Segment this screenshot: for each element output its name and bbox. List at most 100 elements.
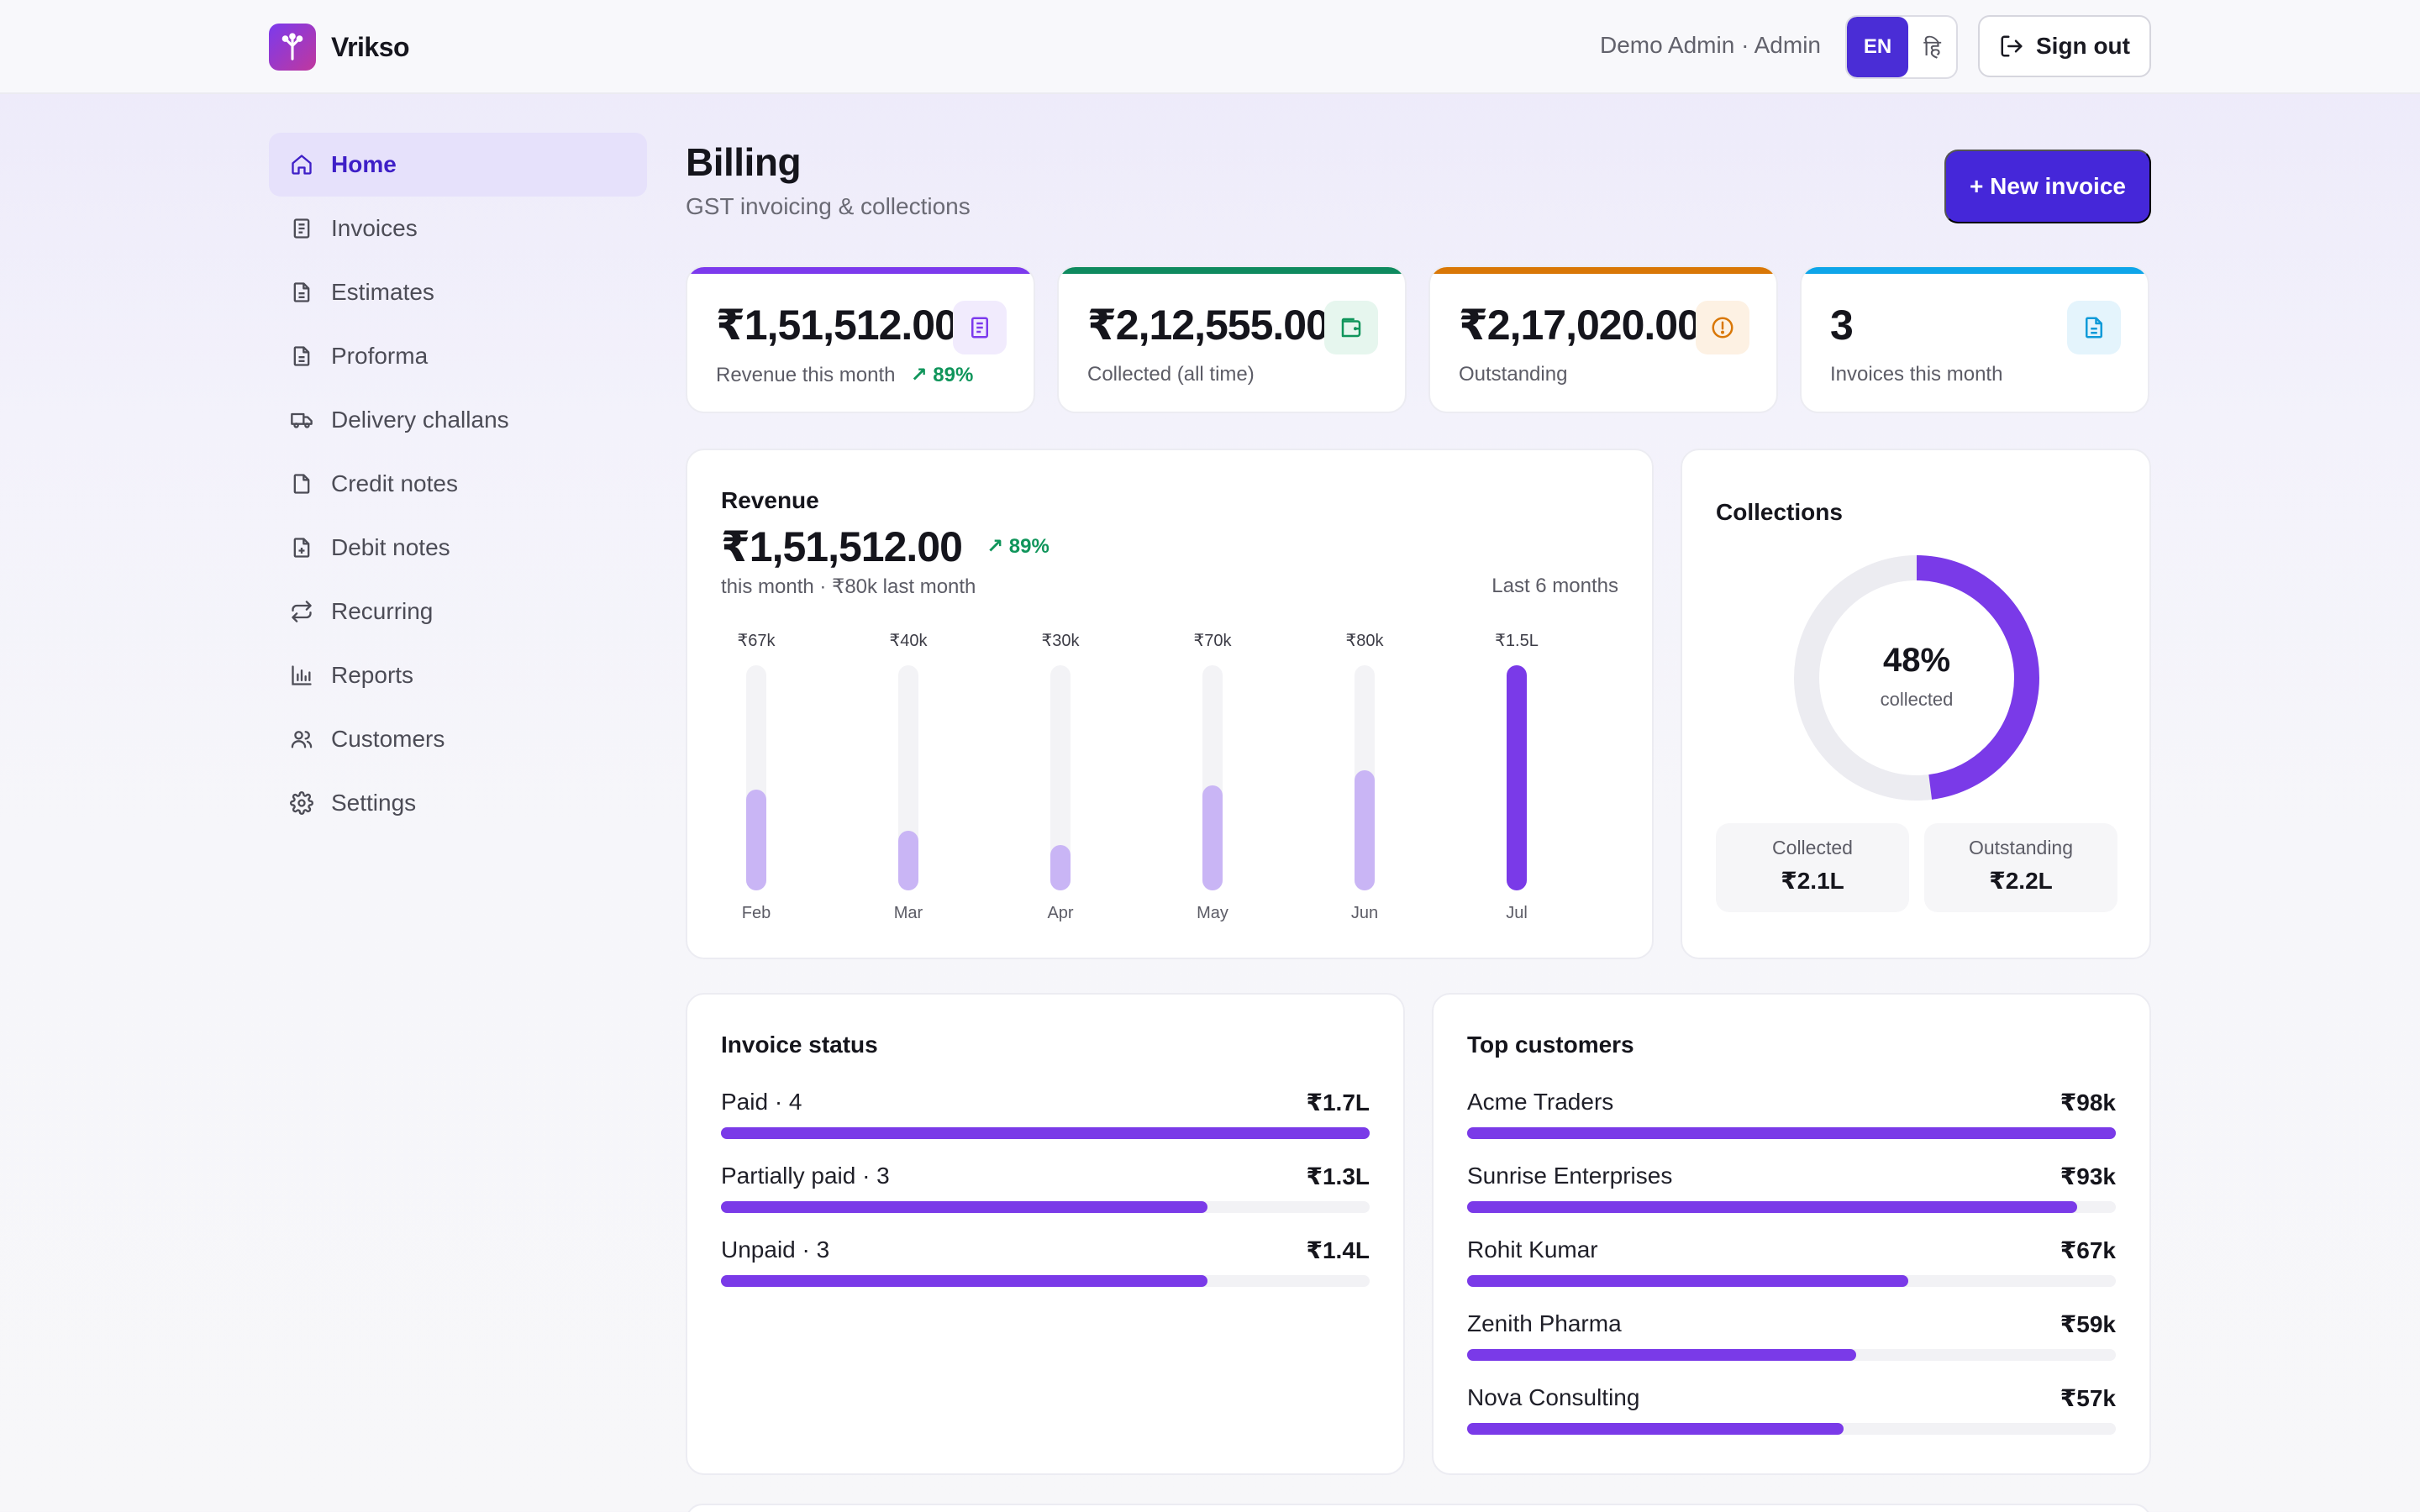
invoice-status-card: Invoice status Paid · 4 ₹1.7L Partially pa… bbox=[686, 993, 1405, 1475]
bar-track bbox=[898, 665, 918, 890]
progress-fill bbox=[1467, 1275, 1908, 1287]
bar-value-label: ₹67k bbox=[737, 632, 776, 650]
progress-track bbox=[721, 1127, 1370, 1139]
row-value: ₹93k bbox=[2060, 1163, 2116, 1189]
lang-hi-button[interactable]: हि bbox=[1923, 35, 1941, 60]
sidebar-item-label: Customers bbox=[331, 726, 445, 752]
new-invoice-button[interactable]: + New invoice bbox=[1944, 150, 2151, 223]
stat-accent-bar bbox=[687, 267, 1034, 274]
collected-value: ₹2.1L bbox=[1781, 868, 1844, 894]
progress-fill bbox=[721, 1275, 1207, 1287]
bar-category-label: Feb bbox=[741, 904, 771, 922]
sidebar-item-reports[interactable]: Reports bbox=[269, 643, 647, 707]
bar-category-label: Jul bbox=[1506, 904, 1528, 922]
sidebar-item-debit-notes[interactable]: Debit notes bbox=[269, 516, 647, 580]
customer-row[interactable]: Sunrise Enterprises ₹93k bbox=[1467, 1163, 2116, 1221]
donut-center-label: collected bbox=[1880, 689, 1954, 710]
row-label: Acme Traders bbox=[1467, 1089, 1614, 1115]
collections-title: Collections bbox=[1716, 499, 1843, 525]
bar-chart-icon bbox=[289, 663, 314, 688]
bar-value-label: ₹40k bbox=[889, 632, 928, 650]
progress-track bbox=[721, 1275, 1370, 1287]
progress-track bbox=[721, 1201, 1370, 1213]
sidebar-item-home[interactable]: Home bbox=[269, 133, 647, 197]
receipt-icon bbox=[953, 301, 1007, 354]
page-subtitle: GST invoicing & collections bbox=[686, 193, 971, 219]
document-icon bbox=[289, 344, 314, 369]
row-label: Rohit Kumar bbox=[1467, 1236, 1598, 1263]
invoice-status-row[interactable]: Paid · 4 ₹1.7L bbox=[721, 1089, 1370, 1147]
gear-icon bbox=[289, 790, 314, 816]
collections-donut: 48% collected bbox=[1793, 554, 2040, 801]
stat-label: Collected (all time) bbox=[1087, 363, 1255, 386]
progress-fill bbox=[1467, 1201, 2077, 1213]
row-value: ₹1.4L bbox=[1306, 1237, 1370, 1263]
revenue-subtitle: this month · ₹80k last month bbox=[721, 575, 976, 598]
document-icon bbox=[289, 280, 314, 305]
sidebar-item-credit-notes[interactable]: Credit notes bbox=[269, 452, 647, 516]
sidebar-item-customers[interactable]: Customers bbox=[269, 707, 647, 771]
file-text-icon bbox=[2067, 301, 2121, 354]
progress-track bbox=[1467, 1275, 2116, 1287]
bar-track bbox=[746, 665, 766, 890]
bar bbox=[1050, 845, 1071, 890]
customer-row[interactable]: Acme Traders ₹98k bbox=[1467, 1089, 2116, 1147]
alert-circle-icon bbox=[1696, 301, 1749, 354]
sidebar-item-label: Home bbox=[331, 151, 397, 177]
sidebar-item-invoices[interactable]: Invoices bbox=[269, 197, 647, 260]
revenue-amount: ₹1,51,512.00 bbox=[721, 523, 963, 570]
sidebar-item-label: Invoices bbox=[331, 215, 418, 241]
repeat-icon bbox=[289, 599, 314, 624]
progress-track bbox=[1467, 1349, 2116, 1361]
sidebar-item-recurring[interactable]: Recurring bbox=[269, 580, 647, 643]
sidebar-item-delivery-challans[interactable]: Delivery challans bbox=[269, 388, 647, 452]
sidebar-item-label: Recurring bbox=[331, 598, 434, 624]
row-value: ₹67k bbox=[2060, 1237, 2116, 1263]
stat-accent-bar bbox=[1059, 267, 1405, 274]
customer-row[interactable]: Rohit Kumar ₹67k bbox=[1467, 1236, 2116, 1295]
progress-fill bbox=[1467, 1127, 2116, 1139]
customer-row[interactable]: Zenith Pharma ₹59k bbox=[1467, 1310, 2116, 1369]
bar bbox=[1507, 665, 1527, 890]
bar-value-label: ₹70k bbox=[1193, 632, 1232, 650]
bar-track bbox=[1355, 665, 1375, 890]
document-icon bbox=[289, 471, 314, 496]
sign-out-button[interactable]: Sign out bbox=[1978, 15, 2151, 77]
row-value: ₹1.3L bbox=[1306, 1163, 1370, 1189]
bar-value-label: ₹80k bbox=[1345, 632, 1384, 650]
stat-card-revenue-month[interactable]: ₹1,51,512.00 Revenue this month ↗ 89% bbox=[686, 265, 1035, 413]
sidebar-item-proforma[interactable]: Proforma bbox=[269, 324, 647, 388]
customer-row[interactable]: Nova Consulting ₹57k bbox=[1467, 1384, 2116, 1443]
stat-card-collected[interactable]: ₹2,12,555.00 Collected (all time) bbox=[1057, 265, 1407, 413]
stat-accent-bar bbox=[1802, 267, 2148, 274]
progress-track bbox=[1467, 1423, 2116, 1435]
users-icon bbox=[289, 727, 314, 752]
bar bbox=[1202, 785, 1223, 890]
row-value: ₹98k bbox=[2060, 1089, 2116, 1116]
invoice-status-title: Invoice status bbox=[721, 1032, 878, 1058]
document-plus-icon bbox=[289, 535, 314, 560]
bar bbox=[746, 790, 766, 890]
stat-card-outstanding[interactable]: ₹2,17,020.00 Outstanding bbox=[1428, 265, 1778, 413]
sidebar-item-settings[interactable]: Settings bbox=[269, 771, 647, 835]
lang-en-button[interactable]: EN bbox=[1847, 17, 1908, 77]
progress-fill bbox=[721, 1127, 1370, 1139]
invoice-status-row[interactable]: Partially paid · 3 ₹1.3L bbox=[721, 1163, 1370, 1221]
bar-category-label: May bbox=[1197, 904, 1228, 922]
collected-summary: Collected ₹2.1L bbox=[1716, 823, 1909, 912]
sidebar-item-label: Estimates bbox=[331, 279, 434, 305]
top-customers-card: Top customers Acme Traders ₹98k Sunrise En… bbox=[1432, 993, 2151, 1475]
sidebar-item-estimates[interactable]: Estimates bbox=[269, 260, 647, 324]
user-label: Demo Admin · Admin bbox=[1600, 32, 1821, 58]
top-customers-title: Top customers bbox=[1467, 1032, 1634, 1058]
top-bar: Vrikso Demo Admin · Admin EN हि Sign out bbox=[0, 0, 2420, 94]
sidebar-item-label: Delivery challans bbox=[331, 407, 509, 433]
brand[interactable]: Vrikso bbox=[269, 24, 410, 71]
invoice-status-row[interactable]: Unpaid · 3 ₹1.4L bbox=[721, 1236, 1370, 1295]
progress-fill bbox=[1467, 1349, 1857, 1361]
stat-value: ₹2,12,555.00 bbox=[1087, 302, 1329, 349]
collected-label: Collected bbox=[1772, 837, 1853, 858]
stat-label: Invoices this month bbox=[1830, 363, 2003, 386]
stat-card-invoices-month[interactable]: 3 Invoices this month bbox=[1800, 265, 2149, 413]
progress-fill bbox=[721, 1201, 1207, 1213]
